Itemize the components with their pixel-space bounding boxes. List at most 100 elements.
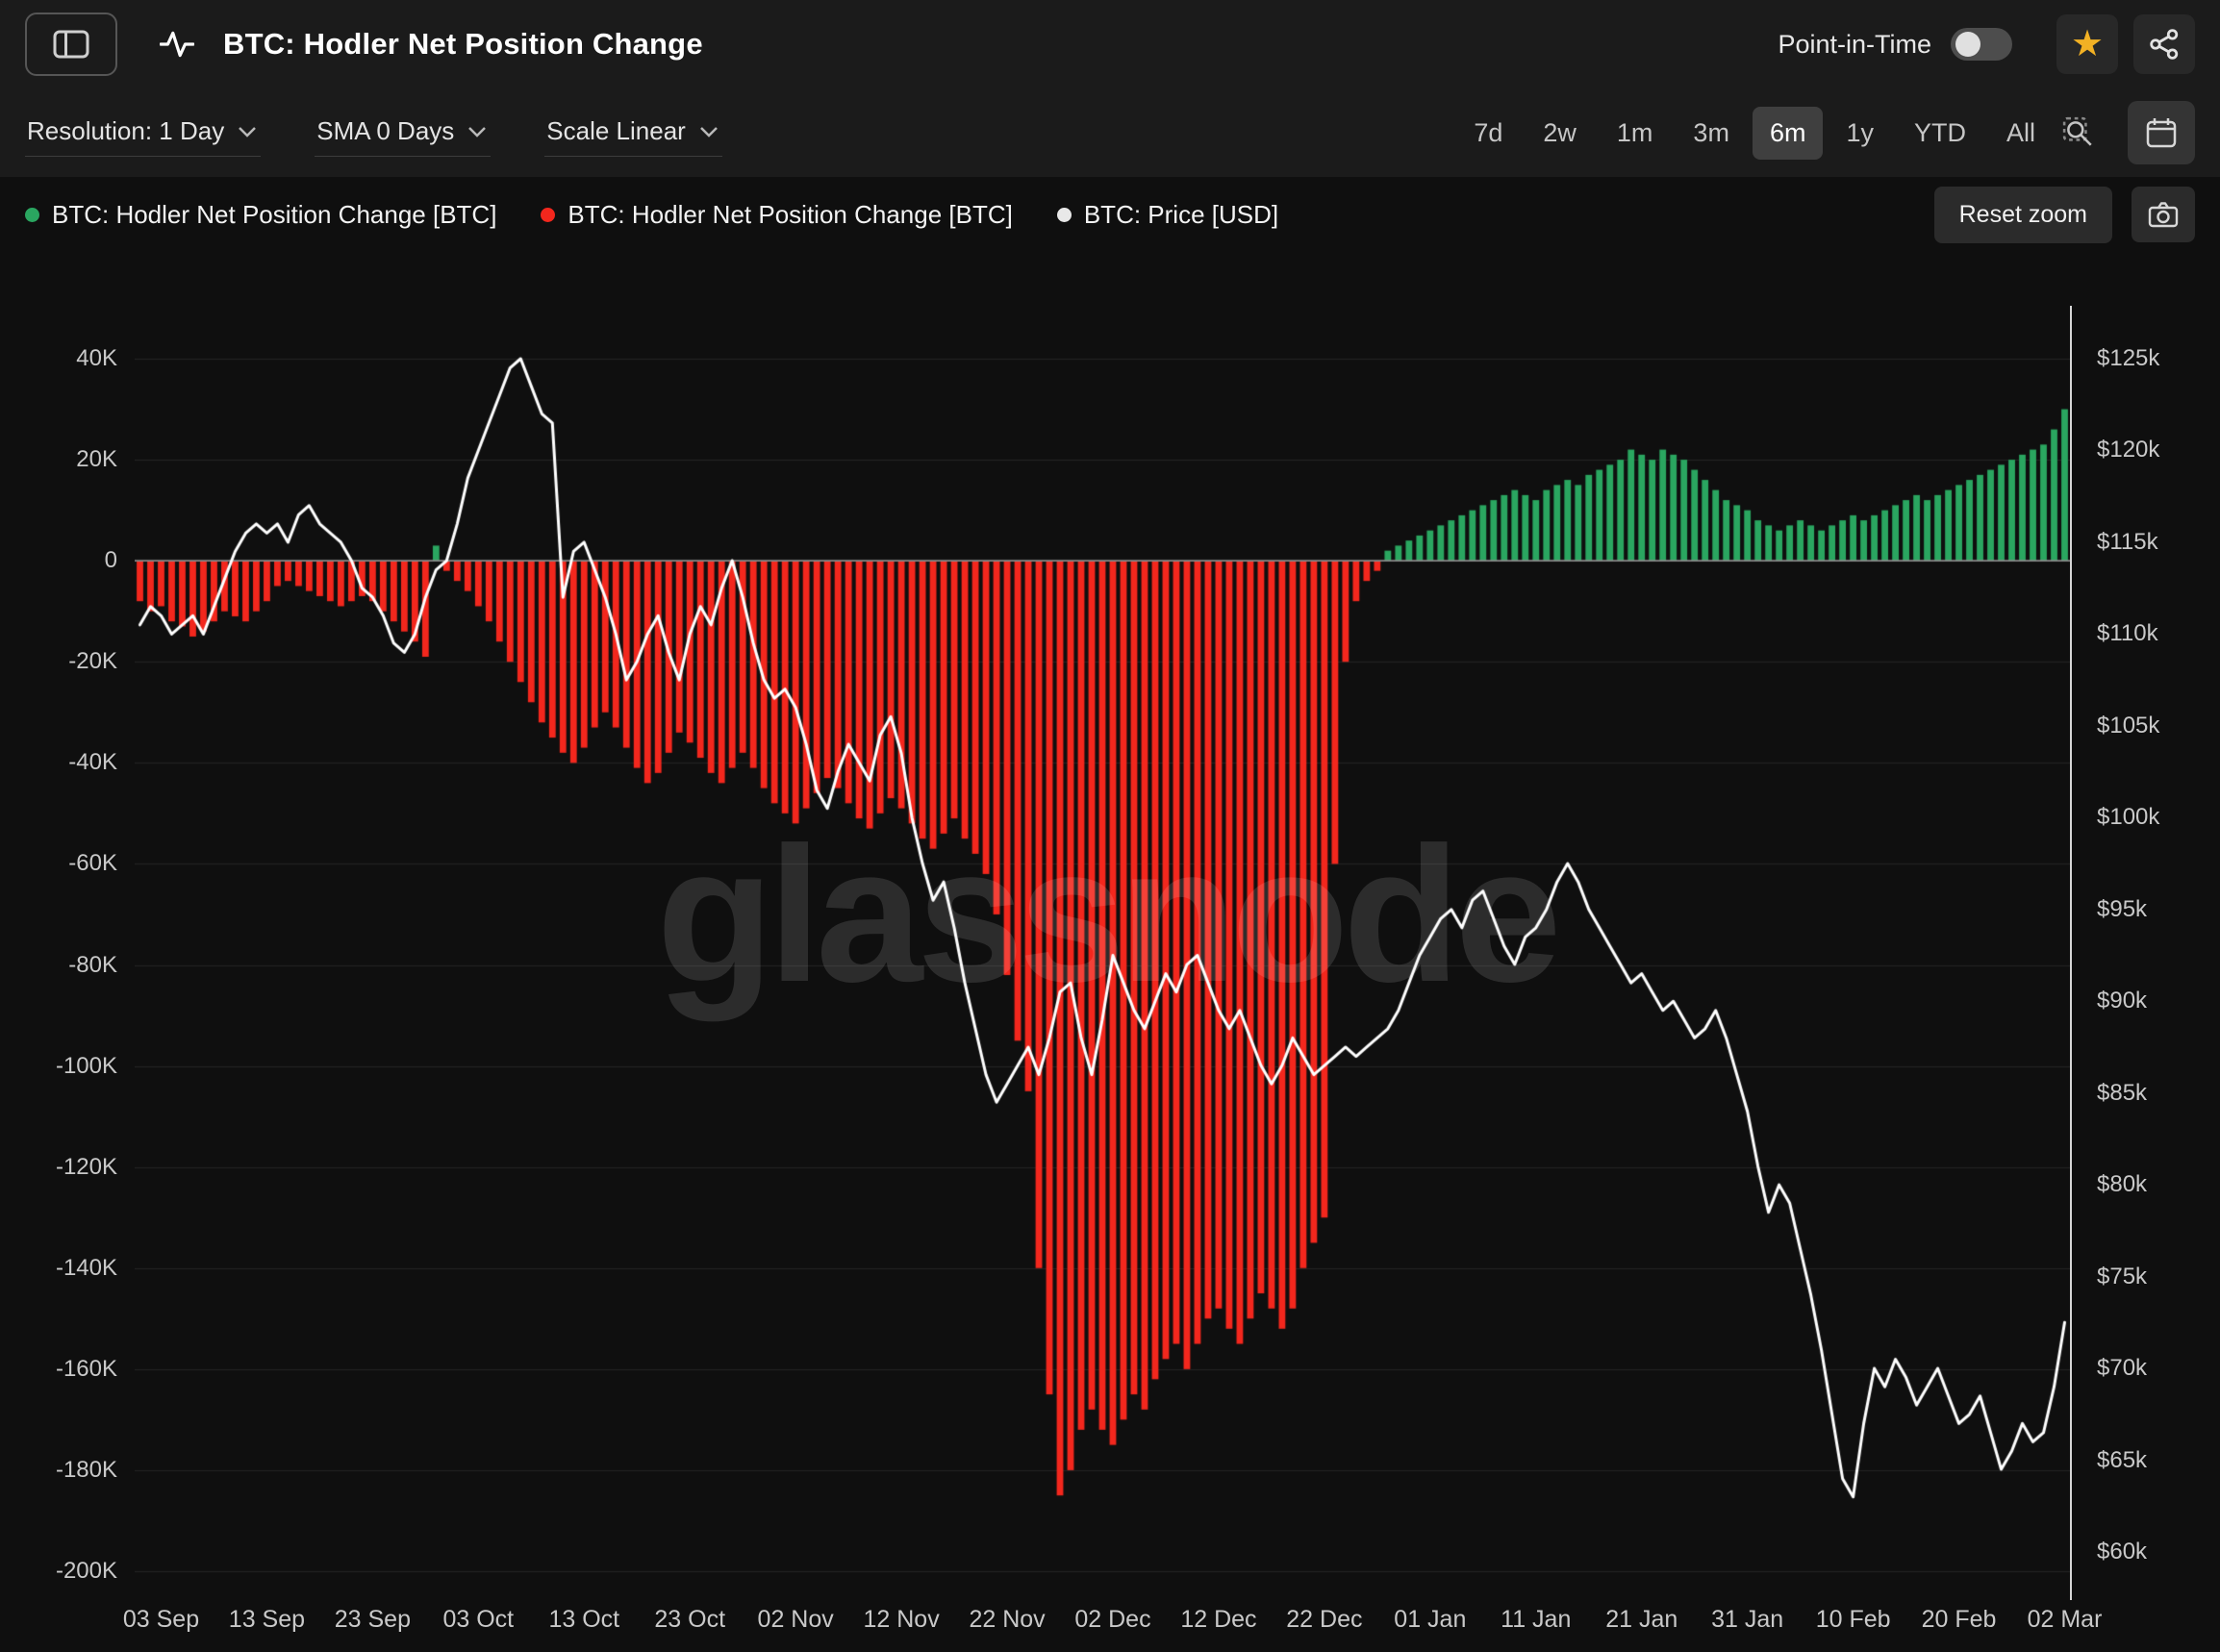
- legend-row: BTC: Hodler Net Position Change [BTC] BTC…: [0, 177, 2220, 252]
- page-title: BTC: Hodler Net Position Change: [223, 27, 703, 61]
- camera-icon: [2148, 202, 2179, 228]
- range-button-all[interactable]: All: [1989, 107, 2053, 160]
- header-actions: Point-in-Time ★: [1778, 14, 2195, 74]
- y-axis-right-label: $80k: [2097, 1171, 2148, 1198]
- y-axis-right-label: $70k: [2097, 1355, 2148, 1382]
- screenshot-button[interactable]: [2132, 187, 2195, 242]
- x-axis-label: 21 Jan: [1605, 1606, 1678, 1633]
- legend-dot-icon: [541, 207, 556, 222]
- y-axis-left-label: -60K: [68, 850, 117, 877]
- legend-dot-icon: [25, 207, 39, 222]
- share-button[interactable]: [2133, 14, 2195, 74]
- legend-label: BTC: Hodler Net Position Change [BTC]: [568, 199, 1013, 229]
- y-axis-left-label: -80K: [68, 951, 117, 978]
- x-axis-label: 02 Dec: [1074, 1606, 1151, 1633]
- y-axis-right-label: $105k: [2097, 712, 2160, 738]
- y-axis-right-label: $60k: [2097, 1539, 2148, 1564]
- y-axis-right-label: $90k: [2097, 988, 2148, 1014]
- legend-item-0[interactable]: BTC: Hodler Net Position Change [BTC]: [25, 200, 496, 230]
- x-axis-label: 20 Feb: [1921, 1606, 1997, 1633]
- sidebar-panel-icon: [53, 30, 89, 59]
- sidebar-toggle-button[interactable]: [25, 13, 117, 76]
- resolution-dropdown[interactable]: Resolution: 1 Day: [25, 109, 262, 157]
- chevron-down-icon: [239, 126, 257, 138]
- y-axis-left-label: -100K: [55, 1052, 117, 1079]
- point-in-time-toggle[interactable]: [1951, 28, 2012, 61]
- range-button-2w[interactable]: 2w: [1526, 107, 1594, 160]
- y-axis-left-label: -40K: [68, 749, 117, 776]
- y-axis-right-label: $75k: [2097, 1263, 2148, 1289]
- y-axis-left-label: 40K: [76, 345, 117, 371]
- activity-icon: [160, 29, 194, 60]
- range-button-3m[interactable]: 3m: [1676, 107, 1747, 160]
- x-axis-label: 10 Feb: [1815, 1606, 1891, 1633]
- chart-canvas[interactable]: [135, 334, 2070, 1603]
- y-axis-left-label: -200K: [55, 1558, 117, 1584]
- y-axis-right-label: $120k: [2097, 437, 2160, 463]
- x-axis-label: 02 Mar: [2027, 1606, 2103, 1633]
- x-axis-label: 02 Nov: [757, 1606, 834, 1633]
- right-axis-line: [2070, 306, 2072, 1600]
- zoom-area-button[interactable]: [2053, 109, 2105, 157]
- range-selector: 7d 2w 1m 3m 6m 1y YTD All: [1456, 106, 2105, 160]
- reset-zoom-button[interactable]: Reset zoom: [1933, 186, 2112, 243]
- chevron-down-icon: [468, 126, 487, 138]
- legend-item-1[interactable]: BTC: Hodler Net Position Change [BTC]: [541, 199, 1013, 230]
- x-axis-label: 03 Oct: [442, 1606, 515, 1633]
- x-axis-label: 13 Oct: [548, 1606, 620, 1633]
- range-button-7d[interactable]: 7d: [1456, 107, 1520, 160]
- range-button-6m[interactable]: 6m: [1752, 106, 1824, 160]
- x-axis-label: 22 Dec: [1286, 1606, 1363, 1633]
- y-axis-left-label: -160K: [55, 1355, 117, 1382]
- legend-dot-icon: [1056, 207, 1072, 222]
- resolution-dropdown-label: Resolution: 1 Day: [27, 116, 225, 145]
- x-axis-label: 22 Nov: [969, 1606, 1046, 1633]
- y-axis-left-label: -120K: [55, 1153, 117, 1180]
- favorite-button[interactable]: ★: [2056, 14, 2118, 74]
- range-button-ytd[interactable]: YTD: [1897, 107, 1983, 160]
- legend-items: BTC: Hodler Net Position Change [BTC] BTC…: [25, 200, 1278, 230]
- range-button-1m[interactable]: 1m: [1600, 107, 1671, 160]
- y-axis-left-label: -140K: [55, 1254, 117, 1281]
- y-axis-right-label: $95k: [2097, 895, 2148, 922]
- y-axis-right-label: $115k: [2097, 528, 2158, 555]
- y-axis-right-label: $85k: [2097, 1079, 2148, 1106]
- sma-dropdown-label: SMA 0 Days: [316, 116, 455, 145]
- x-axis-label: 31 Jan: [1711, 1606, 1784, 1633]
- zoom-area-icon: [2062, 116, 2092, 146]
- chart-area: glassnode 40K20K0-20K-40K-60K-80K-100K-1…: [0, 252, 2220, 1652]
- sma-dropdown[interactable]: SMA 0 Days: [315, 109, 492, 157]
- legend-label: BTC: Hodler Net Position Change [BTC]: [52, 199, 497, 229]
- y-axis-right-label: $110k: [2097, 620, 2158, 647]
- share-icon: [2150, 29, 2179, 60]
- x-axis-label: 11 Jan: [1501, 1606, 1572, 1633]
- y-axis-right-label: $65k: [2097, 1446, 2148, 1473]
- x-axis-label: 12 Nov: [863, 1606, 940, 1633]
- x-axis-label: 13 Sep: [228, 1606, 306, 1633]
- calendar-icon: [2146, 118, 2177, 148]
- point-in-time-label: Point-in-Time: [1778, 29, 1931, 59]
- calendar-button[interactable]: [2128, 101, 2195, 164]
- x-axis-label: 23 Sep: [334, 1606, 411, 1633]
- y-axis-right-label: $100k: [2097, 804, 2160, 831]
- y-axis-left-label: -180K: [55, 1456, 117, 1483]
- x-axis-label: 01 Jan: [1394, 1606, 1467, 1633]
- scale-dropdown[interactable]: Scale Linear: [544, 109, 722, 157]
- chevron-down-icon: [699, 126, 718, 138]
- x-axis-label: 23 Oct: [654, 1606, 726, 1633]
- range-buttons: 7d 2w 1m 3m 6m 1y YTD All: [1456, 106, 2053, 160]
- y-axis-left-label: 0: [104, 547, 117, 574]
- header: BTC: Hodler Net Position Change Point-in…: [0, 0, 2220, 88]
- chart-controls: Resolution: 1 Day SMA 0 Days Scale Linea…: [0, 88, 2220, 177]
- y-axis-left-label: -20K: [68, 648, 117, 675]
- x-axis-label: 03 Sep: [122, 1606, 200, 1633]
- toggle-knob: [1955, 32, 1980, 57]
- legend-label: BTC: Price [USD]: [1083, 199, 1279, 229]
- y-axis-right-label: $125k: [2097, 345, 2160, 371]
- x-axis-label: 12 Dec: [1180, 1606, 1257, 1633]
- star-icon: ★: [2070, 24, 2105, 64]
- legend-item-2[interactable]: BTC: Price [USD]: [1056, 199, 1279, 230]
- scale-dropdown-label: Scale Linear: [546, 116, 686, 145]
- range-button-1y[interactable]: 1y: [1829, 107, 1891, 160]
